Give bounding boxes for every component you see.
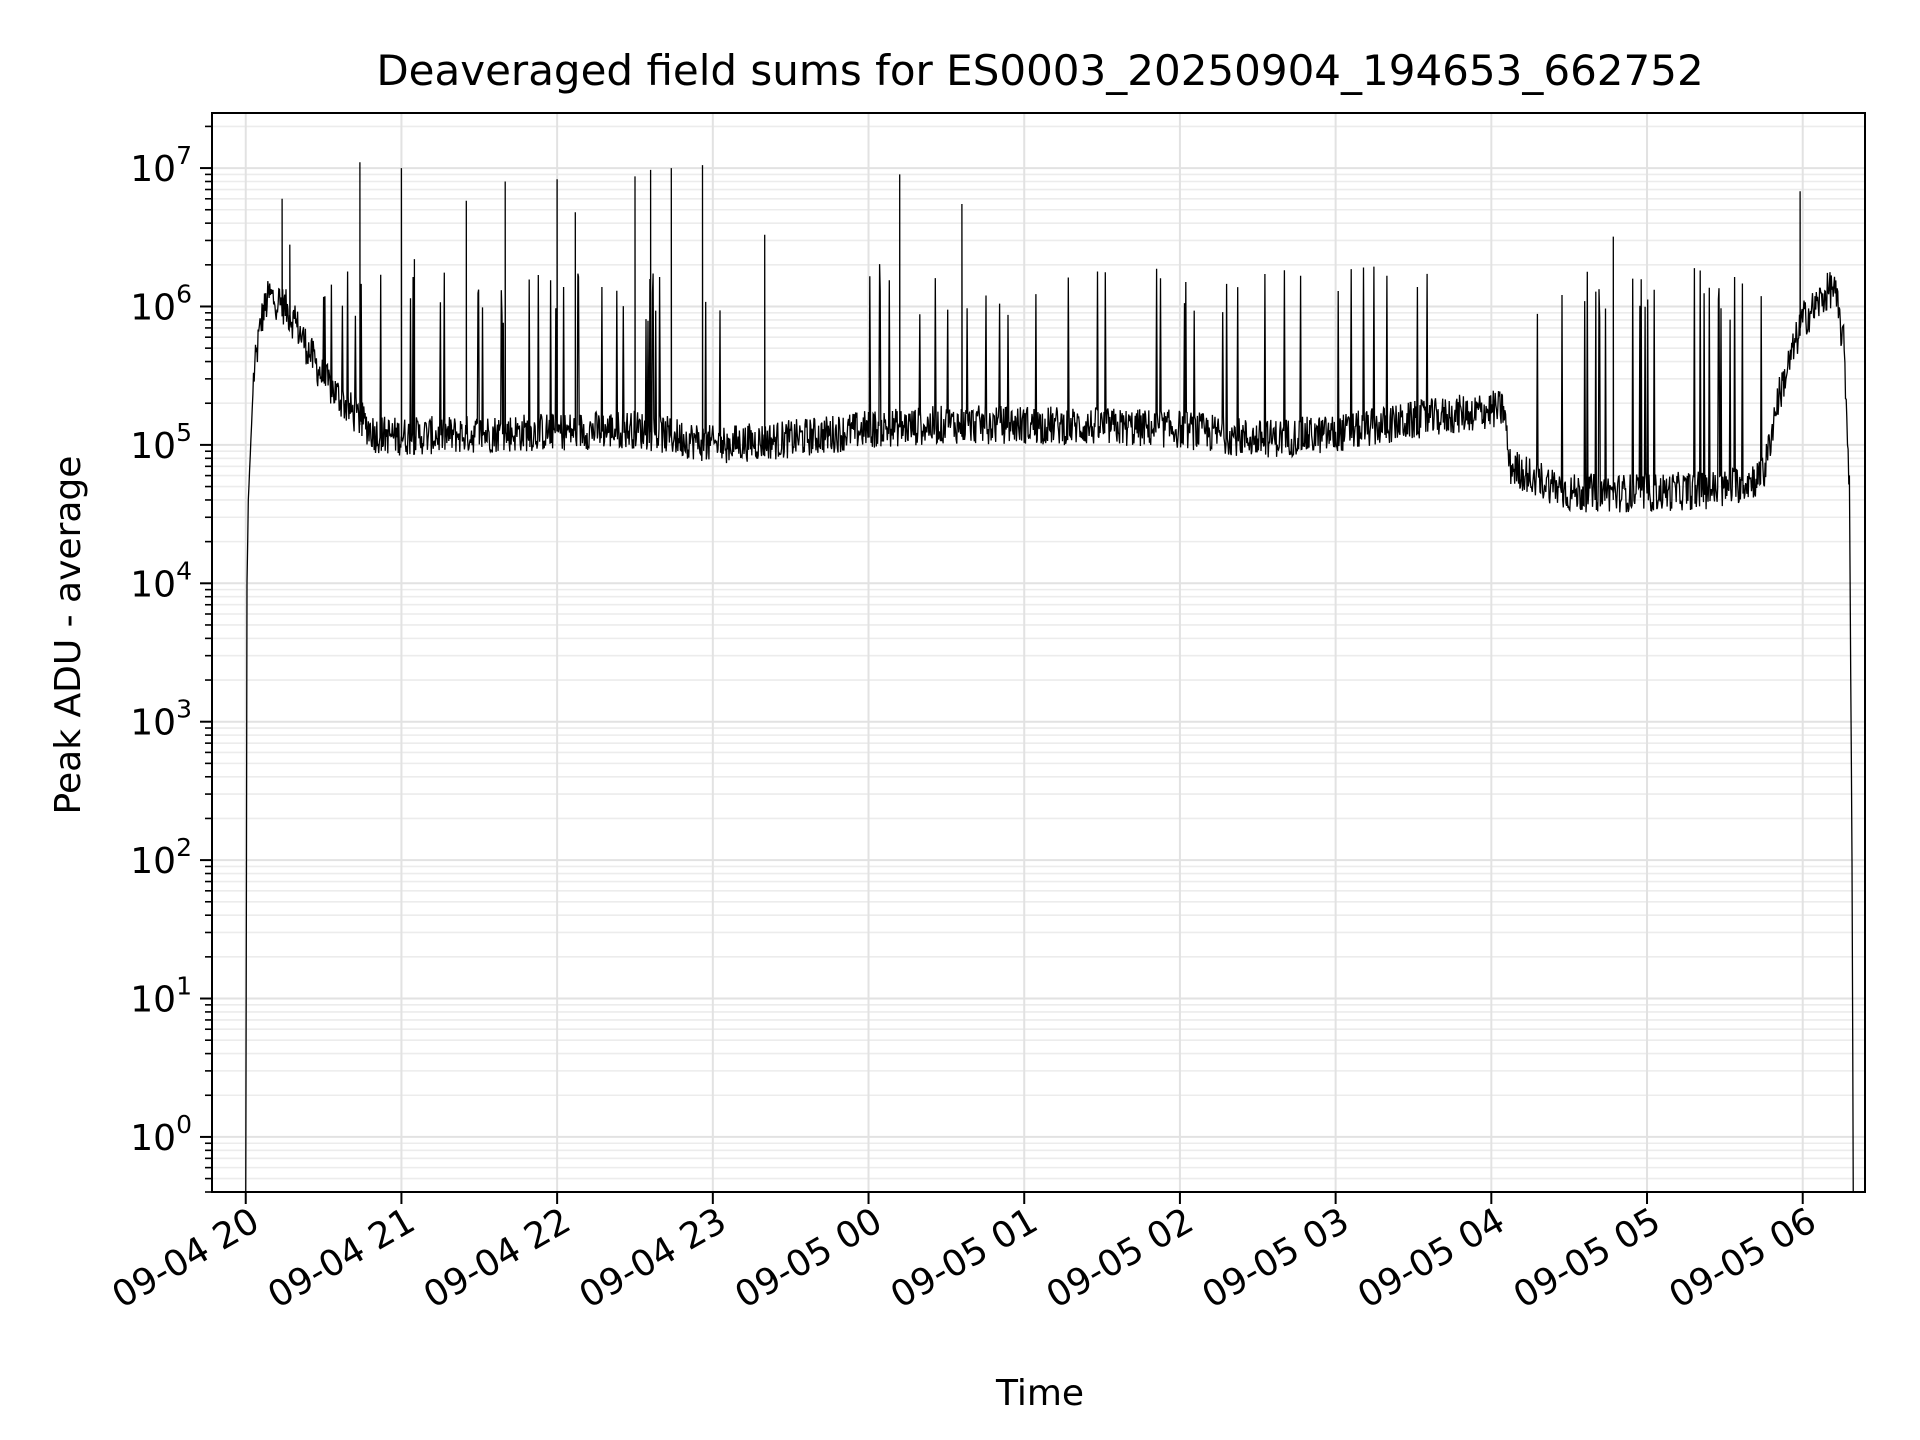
y-tick-label: 105 <box>130 418 192 467</box>
plot-frame <box>211 112 1866 1193</box>
series-line <box>245 162 1854 1192</box>
plot-area <box>212 113 1865 1192</box>
y-tick-label: 100 <box>130 1110 192 1159</box>
y-axis-label: Peak ADU - average <box>48 456 89 815</box>
x-axis-label: Time <box>995 1373 1084 1414</box>
y-tick-label: 101 <box>130 972 192 1021</box>
series-line-group <box>245 162 1854 1192</box>
y-tick-label: 103 <box>130 695 192 744</box>
y-tick-label: 104 <box>130 556 192 605</box>
grid <box>212 113 1865 1193</box>
y-axis: 100 101 102 103 104 105 106 107 <box>130 125 212 1193</box>
y-tick-label: 106 <box>130 279 192 328</box>
y-tick-label: 107 <box>130 141 192 190</box>
chart-title: Deaveraged field sums for ES0003_2025090… <box>376 46 1703 95</box>
y-tick-label: 102 <box>130 833 192 882</box>
